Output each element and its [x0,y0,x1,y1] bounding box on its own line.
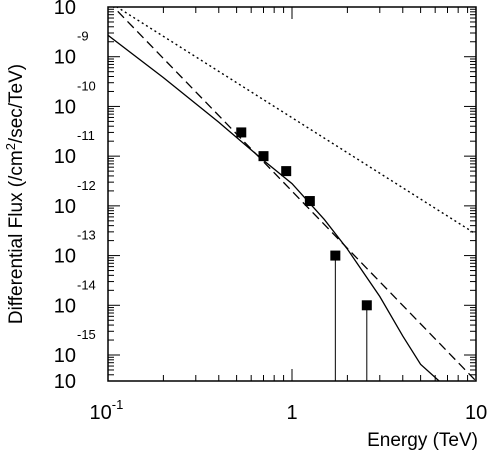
y-tick-label-base: 10 [54,0,76,19]
data-point [258,151,269,162]
y-tick-label-base: 10 [54,96,76,118]
y-tick-label-exponent: -10 [77,78,96,93]
y-tick-label-base: 10 [54,371,76,393]
y-axis-title-superscript: 2 [3,143,18,150]
y-axis-title-main: Differential Flux (/cm [6,150,27,324]
x-tick-label-base: 1 [287,402,298,424]
x-tick-label: 1 [287,402,298,424]
model-curves [108,7,476,381]
y-tick-label-base: 10 [54,345,76,367]
y-tick-label-exponent: -15 [77,327,96,342]
y-tick-label-base: 10 [54,246,76,268]
x-tick-label-base: 10 [90,402,112,424]
data-point [304,196,315,207]
dashed-curve [112,7,476,381]
data-point [330,250,341,261]
y-tick-label-base: 10 [54,146,76,168]
x-axis-tick-labels: 10-1 1 10 [90,397,488,424]
y-axis-title: Differential Flux (/cm2/sec/TeV) [3,64,27,324]
y-tick-label-exponent: -12 [77,178,96,193]
y-tick-label-exponent: -14 [77,277,96,292]
x-tick-label: 10 [465,402,487,424]
data-points [236,127,372,381]
data-point [236,127,247,138]
y-tick-label-base: 10 [54,295,76,317]
y-tick-label-base: 10 [54,196,76,218]
x-axis-ticks [107,7,469,381]
dotted-curve [115,7,476,235]
y-tick-label-exponent: -11 [77,128,95,143]
x-tick-label: 10-1 [90,397,124,424]
y-tick-label-base: 10 [54,47,76,69]
x-axis-title: Energy (TeV) [367,430,478,451]
y-tick-label-exponent: -13 [77,228,96,243]
y-tick-label-exponent: -9 [77,29,89,44]
data-point [281,166,292,177]
x-tick-label-base: 10 [465,402,487,424]
data-point [361,300,372,311]
solid-curve [108,34,440,381]
y-axis-title-rest: /sec/TeV) [6,64,27,143]
x-tick-label-exponent: -1 [112,397,124,412]
